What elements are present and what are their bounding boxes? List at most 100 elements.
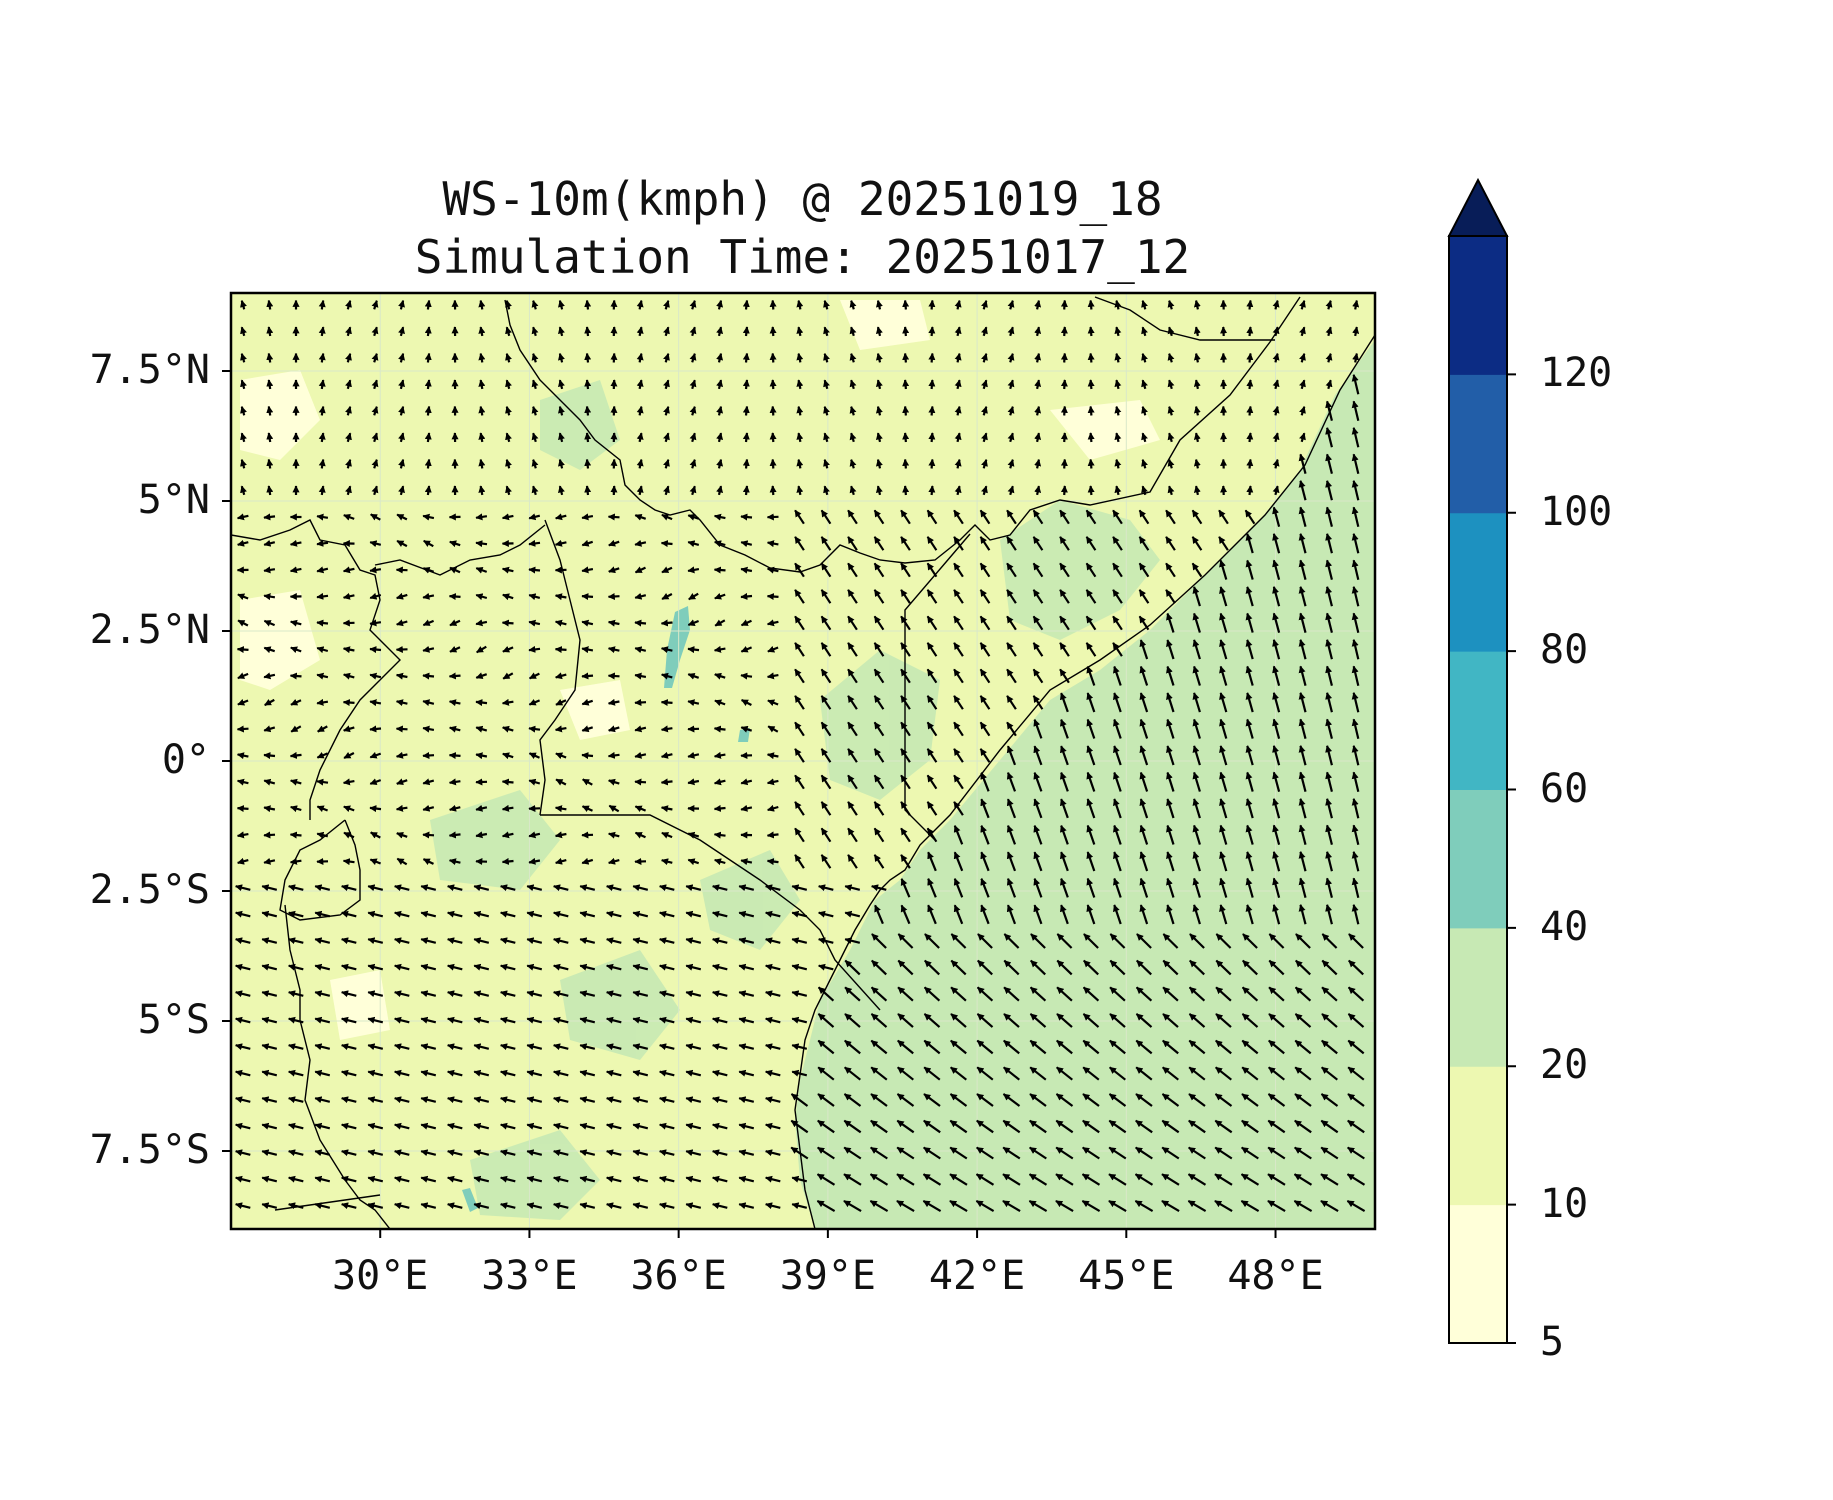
wind-arrow [823, 326, 830, 337]
wind-arrow [980, 851, 990, 872]
wind-arrow [1299, 353, 1306, 363]
wind-arrow [369, 751, 382, 759]
wind-arrow [475, 752, 488, 760]
wind-arrow [1192, 718, 1201, 739]
wind-arrow [873, 615, 885, 631]
wind-arrow [422, 751, 435, 759]
wind-arrow [1272, 458, 1280, 469]
wind-arrow [634, 566, 646, 574]
wind-arrow [847, 536, 858, 551]
wind-arrow [395, 699, 408, 707]
wind-arrow [716, 326, 724, 337]
wind-arrow [526, 937, 543, 945]
wind-arrow [501, 698, 514, 706]
wind-arrow [422, 699, 435, 707]
wind-arrow [367, 910, 384, 918]
wind-arrow [345, 406, 352, 416]
wind-arrow [318, 352, 326, 363]
wind-arrow [263, 778, 276, 786]
wind-arrow [1112, 798, 1122, 819]
wind-arrow [1272, 771, 1281, 792]
wind-arrow [1351, 824, 1360, 845]
wind-arrow [345, 353, 352, 363]
wind-arrow [716, 432, 724, 443]
wind-arrow [847, 748, 858, 763]
wind-arrow [820, 748, 832, 763]
wind-arrow [449, 566, 461, 574]
wind-arrow [685, 884, 702, 892]
wind-arrow [343, 805, 355, 813]
wind-arrow [1033, 904, 1043, 925]
wind-arrow [1139, 692, 1149, 713]
wind-arrow [849, 300, 857, 310]
wind-arrow [1167, 379, 1175, 390]
wind-arrow [1219, 692, 1228, 713]
wind-arrow [1272, 299, 1280, 310]
wind-arrow [1219, 586, 1228, 607]
wind-arrow [875, 326, 883, 337]
wind-arrow [318, 326, 326, 337]
wind-arrow [316, 566, 329, 574]
wind-arrow [240, 485, 247, 496]
wind-arrow [235, 910, 251, 918]
wind-arrow [345, 485, 352, 496]
wind-arrow [367, 937, 384, 945]
wind-arrow [1087, 379, 1095, 390]
wind-arrow [316, 751, 329, 759]
wind-arrow [449, 804, 461, 812]
wind-arrow [713, 778, 726, 786]
wind-arrow [713, 725, 726, 733]
wind-arrow [1165, 562, 1176, 578]
wind-arrow [1166, 824, 1175, 845]
wind-arrow [634, 672, 647, 680]
wind-arrow [902, 432, 910, 443]
wind-arrow [849, 353, 857, 363]
wind-arrow [875, 458, 883, 469]
wind-arrow [476, 645, 487, 654]
wind-arrow [847, 695, 858, 710]
wind-arrow [926, 615, 938, 631]
wind-arrow [505, 300, 512, 310]
wind-arrow [1086, 665, 1096, 686]
wind-arrow [1060, 352, 1068, 363]
wind-arrow [501, 778, 514, 786]
wind-arrow [716, 485, 724, 496]
wind-arrow [766, 672, 779, 680]
wind-arrow [1141, 406, 1148, 416]
wind-arrow [478, 485, 486, 496]
wind-arrow [900, 854, 911, 869]
wind-arrow [979, 668, 991, 684]
wind-arrow [740, 566, 753, 574]
wind-arrow [555, 857, 567, 865]
wind-arrow [689, 300, 697, 310]
wind-arrow [478, 458, 486, 469]
wind-arrow [1060, 379, 1068, 390]
wind-arrow [953, 668, 964, 684]
x-tick-marks [379, 1229, 1277, 1238]
wind-arrow [236, 831, 249, 839]
wind-arrow [1166, 639, 1175, 660]
wind-arrow [424, 299, 432, 310]
wind-arrow [954, 405, 962, 416]
wind-arrow [1298, 586, 1307, 607]
wind-arrow [979, 695, 991, 710]
wind-arrow [765, 884, 781, 892]
wind-arrow [501, 619, 514, 627]
wind-arrow [660, 725, 673, 733]
lake-turkana [664, 606, 690, 688]
wind-arrow [1087, 352, 1095, 363]
wind-arrow [343, 831, 355, 839]
wind-arrow [531, 459, 539, 469]
wind-arrow [1034, 432, 1042, 443]
wind-arrow [317, 725, 328, 733]
wind-arrow [266, 458, 274, 469]
wind-arrow [796, 352, 804, 363]
wind-arrow [1166, 612, 1175, 633]
wind-arrow [1141, 353, 1148, 363]
wind-arrow [636, 405, 644, 416]
wind-arrow [1060, 485, 1068, 496]
wind-arrow [558, 432, 565, 443]
wind-arrow [689, 326, 697, 337]
wind-arrow [847, 721, 858, 737]
wind-arrow [371, 485, 379, 496]
